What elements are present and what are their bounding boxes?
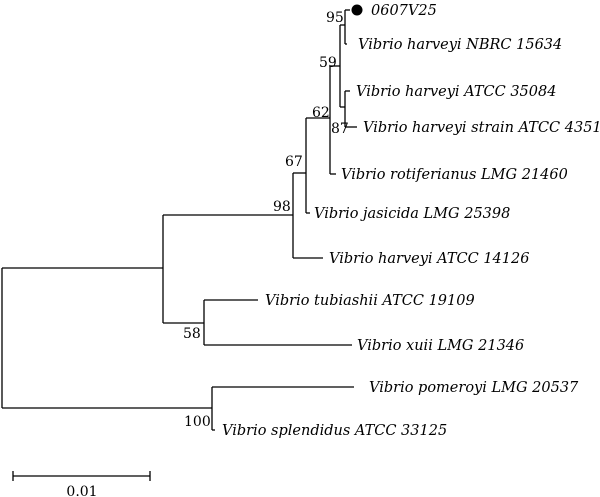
leaf-label: Vibrio harveyi ATCC 35084: [356, 84, 556, 100]
leaf-label: Vibrio jasicida LMG 25398: [314, 206, 510, 222]
bootstrap-value: 100: [184, 414, 211, 430]
leaf-labels: 0607V25 Vibrio harveyi NBRC 15634 Vibrio…: [222, 3, 600, 439]
bootstrap-value: 62: [312, 105, 330, 121]
leaf-label: Vibrio splendidus ATCC 33125: [222, 423, 447, 439]
leaf-label: 0607V25: [371, 3, 437, 19]
bootstrap-values: 95 59 62 87 67 98 58 100: [183, 10, 349, 430]
bootstrap-value: 59: [319, 55, 337, 71]
leaf-label: Vibrio harveyi NBRC 15634: [358, 37, 562, 53]
leaf-label: Vibrio xuii LMG 21346: [357, 338, 524, 354]
query-sample-marker: [351, 4, 363, 16]
bootstrap-value: 58: [183, 326, 201, 342]
tree-branches: [1, 9, 357, 431]
leaf-label: Vibrio tubiashii ATCC 19109: [265, 293, 475, 309]
bootstrap-value: 67: [285, 154, 303, 170]
leaf-label: Vibrio pomeroyi LMG 20537: [369, 380, 579, 396]
bootstrap-value: 95: [326, 10, 344, 26]
leaf-label: Vibrio rotiferianus LMG 21460: [341, 167, 568, 183]
bootstrap-value: 98: [273, 199, 291, 215]
scale-bar: 0.01: [12, 471, 151, 497]
leaf-label: Vibrio harveyi ATCC 14126: [329, 251, 529, 267]
bootstrap-value: 87: [331, 121, 349, 137]
scale-bar-label: 0.01: [66, 484, 97, 497]
leaf-label: Vibrio harveyi strain ATCC 43516: [363, 120, 600, 136]
